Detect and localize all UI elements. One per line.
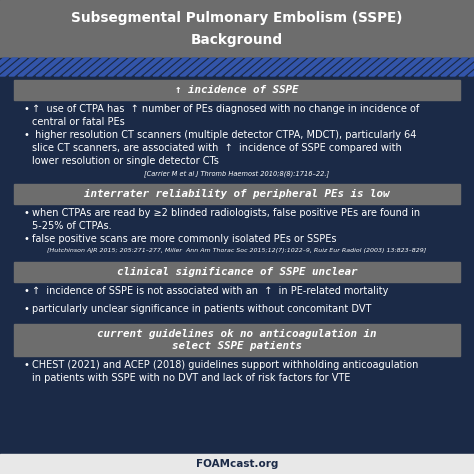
Polygon shape xyxy=(234,58,261,76)
Polygon shape xyxy=(171,58,198,76)
Polygon shape xyxy=(288,58,315,76)
Polygon shape xyxy=(162,58,189,76)
Polygon shape xyxy=(270,58,297,76)
Text: ↑ incidence of SSPE: ↑ incidence of SSPE xyxy=(175,85,299,95)
Polygon shape xyxy=(396,58,422,76)
Text: clinical significance of SSPE unclear: clinical significance of SSPE unclear xyxy=(117,267,357,277)
Text: CHEST (2021) and ACEP (2018) guidelines support withholding anticoagulation
in p: CHEST (2021) and ACEP (2018) guidelines … xyxy=(32,360,419,383)
Polygon shape xyxy=(27,58,54,76)
Polygon shape xyxy=(45,58,72,76)
Polygon shape xyxy=(153,58,180,76)
Polygon shape xyxy=(90,58,117,76)
Polygon shape xyxy=(99,58,126,76)
Polygon shape xyxy=(144,58,171,76)
Polygon shape xyxy=(81,58,108,76)
Polygon shape xyxy=(0,58,27,76)
Text: particularly unclear significance in patients without concomitant DVT: particularly unclear significance in pat… xyxy=(32,304,371,314)
Polygon shape xyxy=(387,58,413,76)
Text: Subsegmental Pulmonary Embolism (SSPE): Subsegmental Pulmonary Embolism (SSPE) xyxy=(71,11,403,25)
Polygon shape xyxy=(252,58,279,76)
Polygon shape xyxy=(126,58,153,76)
Text: FOAMcast.org: FOAMcast.org xyxy=(196,459,278,469)
Polygon shape xyxy=(108,58,135,76)
Text: •: • xyxy=(24,130,30,140)
Bar xyxy=(0,58,474,76)
Polygon shape xyxy=(216,58,243,76)
Text: •: • xyxy=(24,104,30,114)
Text: current guidelines ok no anticoagulation in
select SSPE patients: current guidelines ok no anticoagulation… xyxy=(97,329,377,351)
Text: •: • xyxy=(24,304,30,314)
Polygon shape xyxy=(333,58,360,76)
Polygon shape xyxy=(306,58,333,76)
Polygon shape xyxy=(243,58,270,76)
Polygon shape xyxy=(297,58,324,76)
Polygon shape xyxy=(342,58,369,76)
Polygon shape xyxy=(225,58,252,76)
Polygon shape xyxy=(18,58,45,76)
Polygon shape xyxy=(360,58,387,76)
Polygon shape xyxy=(198,58,225,76)
Polygon shape xyxy=(432,58,458,76)
Text: •: • xyxy=(24,208,30,218)
Polygon shape xyxy=(0,58,9,76)
Polygon shape xyxy=(378,58,404,76)
Polygon shape xyxy=(261,58,288,76)
Bar xyxy=(0,0,474,58)
Text: false positive scans are more commonly isolated PEs or SSPEs: false positive scans are more commonly i… xyxy=(32,234,337,244)
Polygon shape xyxy=(468,58,474,76)
Polygon shape xyxy=(63,58,90,76)
Polygon shape xyxy=(135,58,162,76)
Bar xyxy=(14,324,460,356)
Polygon shape xyxy=(405,58,431,76)
Text: interrater reliability of peripheral PEs is low: interrater reliability of peripheral PEs… xyxy=(84,189,390,199)
Text: •: • xyxy=(24,360,30,370)
Polygon shape xyxy=(441,58,467,76)
Bar xyxy=(14,262,460,282)
Text: Background: Background xyxy=(191,33,283,47)
Text: ↑  use of CTPA has  ↑ number of PEs diagnosed with no change in incidence of
cen: ↑ use of CTPA has ↑ number of PEs diagno… xyxy=(32,104,419,127)
Text: •: • xyxy=(24,234,30,244)
Polygon shape xyxy=(369,58,395,76)
Text: [Carrier M et al J Thromb Haemost 2010;8(8):1716–22.]: [Carrier M et al J Thromb Haemost 2010;8… xyxy=(145,170,329,177)
Polygon shape xyxy=(207,58,234,76)
Polygon shape xyxy=(315,58,342,76)
Bar xyxy=(0,454,474,474)
Polygon shape xyxy=(450,58,474,76)
Polygon shape xyxy=(72,58,99,76)
Polygon shape xyxy=(459,58,474,76)
Polygon shape xyxy=(117,58,144,76)
Polygon shape xyxy=(351,58,378,76)
Text: ↑  incidence of SSPE is not associated with an  ↑  in PE-related mortality: ↑ incidence of SSPE is not associated wi… xyxy=(32,286,388,296)
Text: [Hutchinson AJR 2015; 205:271–277, Miller  Ann Am Thorac Soc 2015;12(7):1022–9, : [Hutchinson AJR 2015; 205:271–277, Mille… xyxy=(47,248,427,253)
Bar xyxy=(14,80,460,100)
Polygon shape xyxy=(9,58,36,76)
Text: •: • xyxy=(24,286,30,296)
Polygon shape xyxy=(180,58,207,76)
Text: higher resolution CT scanners (multiple detector CTPA, MDCT), particularly 64
sl: higher resolution CT scanners (multiple … xyxy=(32,130,416,166)
Text: when CTPAs are read by ≥2 blinded radiologists, false positive PEs are found in
: when CTPAs are read by ≥2 blinded radiol… xyxy=(32,208,420,231)
Polygon shape xyxy=(189,58,216,76)
Polygon shape xyxy=(423,58,449,76)
Polygon shape xyxy=(36,58,63,76)
Polygon shape xyxy=(414,58,440,76)
Polygon shape xyxy=(324,58,351,76)
Polygon shape xyxy=(54,58,81,76)
Polygon shape xyxy=(279,58,306,76)
Bar xyxy=(14,184,460,204)
Polygon shape xyxy=(0,58,18,76)
